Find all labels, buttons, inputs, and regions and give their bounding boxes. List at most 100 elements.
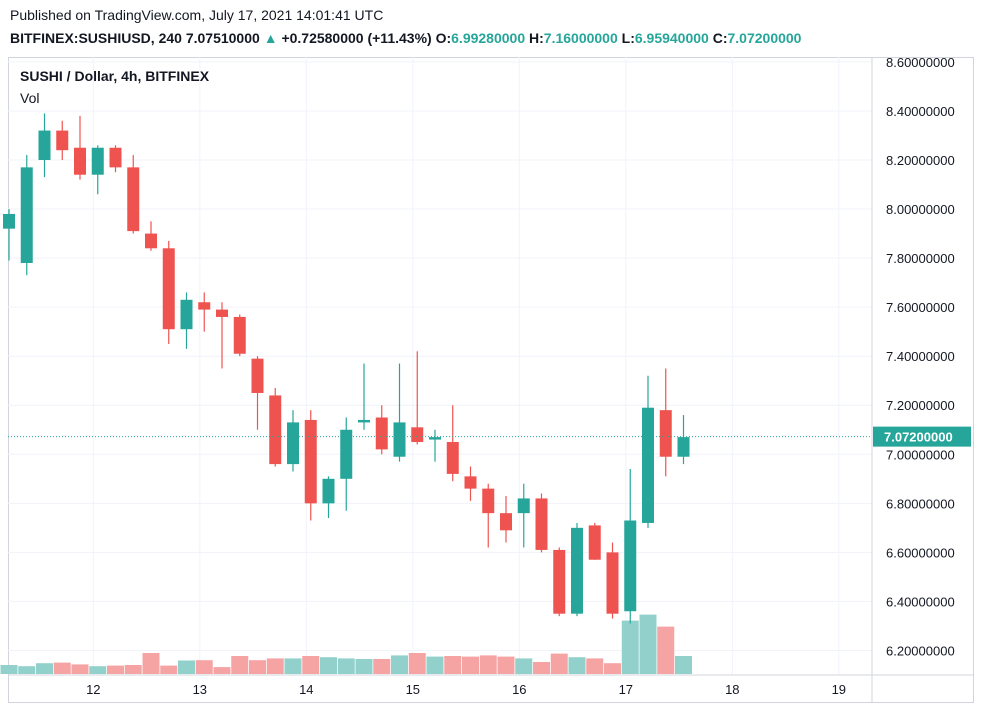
candle-body — [535, 498, 548, 550]
volume-bar — [479, 655, 497, 674]
volume-bar — [249, 660, 266, 674]
time-tick-label: 18 — [725, 682, 739, 697]
candle-body — [411, 427, 424, 443]
time-tick-label: 12 — [86, 682, 100, 697]
candle-body — [198, 302, 211, 310]
volume-bar — [89, 666, 107, 674]
open-value: 6.99280000 — [451, 30, 526, 46]
chart-frame[interactable] — [8, 57, 974, 703]
candle-body — [553, 549, 566, 614]
volume-bar — [408, 653, 426, 674]
candles — [3, 113, 690, 624]
candle-body — [269, 395, 282, 465]
symbol-label[interactable]: BITFINEX:SUSHIUSD, 240 — [10, 30, 182, 46]
volume-bar — [178, 660, 195, 674]
price-tick-label: 7.60000000 — [886, 300, 955, 315]
volume-legend[interactable]: Vol — [20, 90, 40, 106]
price-tick-label: 8.20000000 — [886, 153, 955, 168]
volume-bar — [71, 664, 89, 674]
volume-bar — [373, 659, 391, 674]
price-tick-label: 7.40000000 — [886, 349, 955, 364]
price-tick-label: 6.40000000 — [886, 594, 955, 609]
volume-bar — [18, 666, 36, 674]
price-axis: 8.60000000 8.40000000 8.20000000 8.00000000… — [886, 55, 955, 659]
candle-body — [74, 147, 86, 175]
last-price-marker: 7.07200000 — [8, 426, 971, 447]
volume-bar — [497, 656, 515, 674]
candle-body — [571, 527, 583, 614]
volume-bar — [426, 656, 444, 674]
volume-bar — [142, 653, 160, 674]
open-label: O: — [435, 30, 452, 46]
candle-body — [304, 419, 317, 504]
symbol-quote-line: BITFINEX:SUSHIUSD, 240 7.07510000 ▲ +0.7… — [10, 30, 801, 46]
candle-body — [517, 498, 530, 514]
candle-body — [233, 316, 246, 354]
candle-body — [375, 417, 388, 450]
volume-bar — [657, 626, 675, 674]
close-label: C: — [712, 30, 728, 46]
volume-bar — [462, 656, 479, 674]
candle-body — [38, 130, 51, 160]
chart-legend-title[interactable]: SUSHI / Dollar, 4h, BITFINEX — [20, 68, 210, 84]
volume-bar — [621, 620, 639, 674]
volume-bar — [36, 663, 53, 674]
price-tick-label: 7.20000000 — [886, 398, 955, 413]
candle-body — [659, 410, 672, 457]
price-tick-label: 7.00000000 — [886, 447, 955, 462]
candle-body — [358, 419, 370, 423]
low-value: 6.95940000 — [634, 30, 709, 46]
candle-body — [588, 525, 601, 560]
price-tick-label: 8.60000000 — [886, 55, 955, 70]
volume-bar — [195, 660, 213, 674]
volume-bar — [550, 653, 568, 674]
volume-bar — [444, 656, 462, 674]
last-price-label: 7.07200000 — [884, 430, 953, 445]
candle-body — [340, 429, 353, 479]
time-tick-label: 13 — [193, 682, 207, 697]
volume-bar — [302, 656, 320, 674]
candle-body — [429, 437, 441, 440]
candle-body — [216, 309, 228, 317]
up-arrow-icon: ▲ — [263, 30, 278, 46]
last-price-badge — [873, 426, 971, 447]
volume-bar — [533, 662, 550, 674]
high-label: H: — [529, 30, 544, 46]
time-tick-label: 14 — [299, 682, 313, 697]
candle-body — [393, 422, 406, 457]
volume-bar — [391, 655, 408, 674]
candle-body — [162, 248, 175, 330]
candle-body — [251, 358, 264, 393]
time-tick-label: 17 — [619, 682, 633, 697]
candle-body — [624, 520, 637, 612]
volume-bar — [604, 663, 621, 674]
candle-body — [677, 437, 690, 457]
price-tick-label: 8.00000000 — [886, 202, 955, 217]
candle-body — [180, 299, 193, 330]
volume-bar — [355, 659, 373, 674]
volume-bar — [515, 658, 533, 674]
volume-bar — [0, 665, 18, 674]
time-tick-label: 15 — [406, 682, 420, 697]
volume-bar — [266, 658, 284, 674]
volume-bar — [639, 614, 657, 674]
candle-body — [20, 167, 33, 263]
candle-body — [91, 147, 104, 175]
candle-body — [3, 213, 15, 229]
time-tick-label: 16 — [512, 682, 526, 697]
volume-bar — [284, 658, 302, 674]
volume-bar — [213, 667, 231, 674]
candle-body — [109, 147, 122, 168]
candle-body — [500, 513, 512, 531]
volume-bar — [337, 658, 355, 674]
close-value: 7.07200000 — [727, 30, 802, 46]
published-line: Published on TradingView.com, July 17, 2… — [10, 7, 384, 23]
price-tick-label: 6.60000000 — [886, 545, 955, 560]
candle-body — [56, 130, 69, 151]
price-tick-label: 6.20000000 — [886, 643, 955, 658]
grid — [8, 57, 872, 675]
volume-bar — [53, 662, 71, 674]
last-price: 7.07510000 — [185, 30, 260, 46]
high-value: 7.16000000 — [543, 30, 618, 46]
